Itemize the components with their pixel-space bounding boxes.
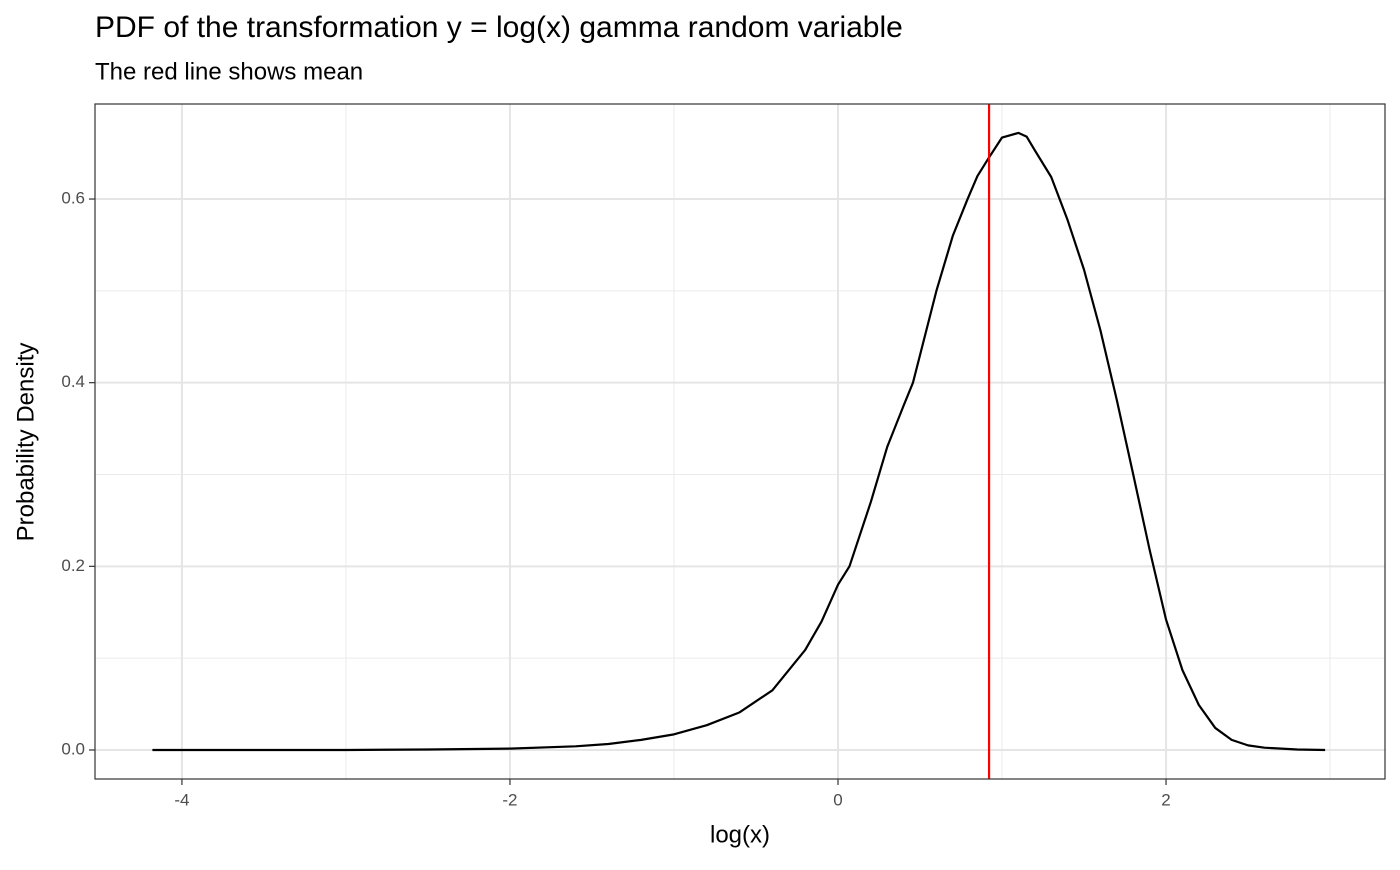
y-axis-title: Probability Density xyxy=(12,343,39,542)
y-tick-label: 0.2 xyxy=(61,556,85,575)
y-tick-label: 0.4 xyxy=(61,372,85,391)
y-tick-label: 0.0 xyxy=(61,739,85,758)
density-line xyxy=(152,131,1326,752)
x-tick-label: -4 xyxy=(174,790,189,809)
panel-border xyxy=(94,103,1386,780)
y-tick-label: 0.6 xyxy=(61,189,85,208)
x-tick-label: 2 xyxy=(1161,790,1170,809)
chart-title: PDF of the transformation y = log(x) gam… xyxy=(95,11,903,44)
x-tick-label: 0 xyxy=(833,790,842,809)
x-axis-title: log(x) xyxy=(710,821,770,848)
x-tick-label: -2 xyxy=(502,790,517,809)
chart-subtitle: The red line shows mean xyxy=(95,58,363,85)
